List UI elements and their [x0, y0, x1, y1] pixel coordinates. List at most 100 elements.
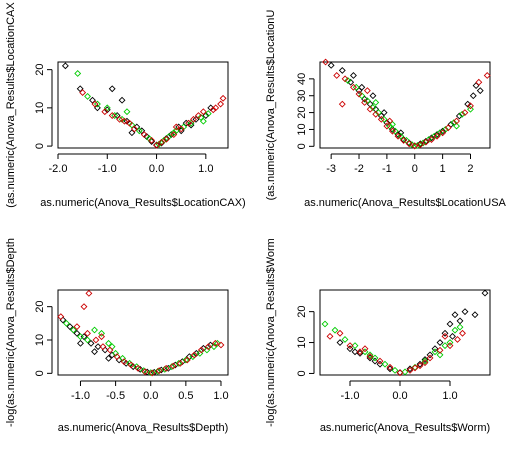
data-point — [397, 132, 405, 140]
data-point — [455, 112, 463, 120]
data-point — [419, 139, 427, 147]
data-point — [416, 140, 424, 148]
data-point — [456, 323, 464, 331]
data-point — [77, 333, 84, 341]
x-tick-label: -2 — [354, 163, 364, 175]
data-point — [453, 117, 460, 125]
data-point — [441, 332, 449, 340]
data-point — [341, 336, 349, 343]
data-point — [199, 117, 207, 125]
data-point — [170, 131, 178, 139]
data-point — [73, 329, 81, 337]
data-point — [380, 109, 388, 117]
data-point — [119, 354, 127, 362]
data-point — [396, 369, 404, 377]
data-point — [336, 339, 344, 346]
y-tick-label: 10 — [34, 102, 46, 114]
data-point — [111, 112, 119, 119]
data-point — [405, 140, 413, 148]
data-point — [197, 113, 205, 121]
data-point — [451, 311, 459, 319]
y-tick-label: 20 — [296, 106, 308, 118]
data-point — [141, 368, 149, 376]
data-point — [338, 100, 346, 108]
x-axis-label: as.numeric(Anova_Results$Worm) — [320, 422, 490, 434]
data-point — [202, 112, 210, 119]
data-point — [421, 356, 429, 363]
x-tick-label: -1.0 — [71, 390, 90, 402]
data-point — [66, 323, 74, 331]
data-point — [190, 115, 197, 123]
data-point — [344, 77, 352, 84]
x-axis-label: as.numeric(Anova_Results$LocationCAX) — [40, 197, 245, 209]
data-point — [162, 364, 170, 372]
scatter-panel-1: -2.0 -1.0 0.0 1.0 0 10 20 as.numeric(Anova_Resu… — [5, 2, 246, 209]
data-point — [411, 142, 419, 150]
data-point — [217, 100, 225, 108]
y-tick-label: 10 — [296, 336, 308, 348]
data-point — [192, 115, 200, 123]
data-point — [464, 100, 472, 108]
y-tick-label: 0 — [34, 143, 46, 149]
data-point — [91, 348, 98, 356]
data-point — [61, 62, 69, 70]
data-point — [76, 85, 84, 93]
data-point — [127, 361, 135, 369]
data-point — [322, 58, 330, 66]
data-point — [436, 339, 444, 346]
data-point — [366, 353, 374, 360]
data-point — [187, 119, 195, 127]
data-point — [446, 342, 454, 350]
data-point — [363, 87, 371, 95]
scatter-panel-2: -3 -2 -1 0 1 2010203040as.numeric(Anova_Resul… — [265, 10, 507, 209]
data-point — [85, 289, 93, 297]
data-point — [121, 117, 128, 125]
data-point — [336, 329, 344, 337]
data-point — [99, 343, 107, 351]
data-point — [351, 342, 359, 350]
data-point — [108, 85, 116, 93]
series-1 — [327, 61, 484, 150]
x-axis-label: as.numeric(Anova_Results$Depth) — [58, 422, 229, 434]
y-tick-label: 30 — [296, 90, 308, 102]
x-tick-label: 0.0 — [392, 390, 407, 402]
series-2 — [62, 319, 221, 377]
data-point — [426, 351, 434, 359]
data-point — [112, 349, 120, 357]
data-point — [358, 83, 366, 91]
data-point — [172, 123, 180, 131]
data-point — [98, 329, 105, 337]
data-point — [84, 92, 92, 100]
data-point — [93, 104, 101, 112]
data-point — [74, 70, 82, 77]
x-tick-label: 2 — [467, 163, 473, 175]
data-point — [91, 100, 99, 108]
data-point — [79, 89, 87, 97]
data-point — [346, 342, 354, 350]
data-point — [406, 366, 414, 374]
data-point — [454, 336, 461, 343]
y-tick-label: 40 — [296, 73, 308, 85]
data-point — [135, 127, 143, 135]
data-point — [128, 121, 136, 129]
x-tick-label: -1.0 — [98, 163, 117, 175]
data-point — [467, 102, 474, 110]
data-point — [476, 87, 484, 95]
plot-frame — [319, 61, 491, 149]
data-point — [475, 78, 483, 86]
series-2 — [321, 320, 464, 376]
data-point — [459, 329, 466, 337]
data-point — [401, 368, 409, 376]
y-tick-label: 0 — [296, 370, 308, 376]
data-point — [431, 345, 439, 353]
data-point — [372, 99, 380, 106]
y-axis-label: -log(as.numeric(Anova_Results$Worm — [265, 238, 277, 427]
plot-frame — [57, 289, 229, 376]
data-point — [148, 136, 156, 144]
data-point — [182, 356, 190, 364]
data-point — [217, 341, 225, 349]
data-point — [87, 339, 95, 347]
data-point — [416, 141, 424, 149]
data-point — [194, 112, 202, 119]
data-point — [471, 311, 479, 319]
